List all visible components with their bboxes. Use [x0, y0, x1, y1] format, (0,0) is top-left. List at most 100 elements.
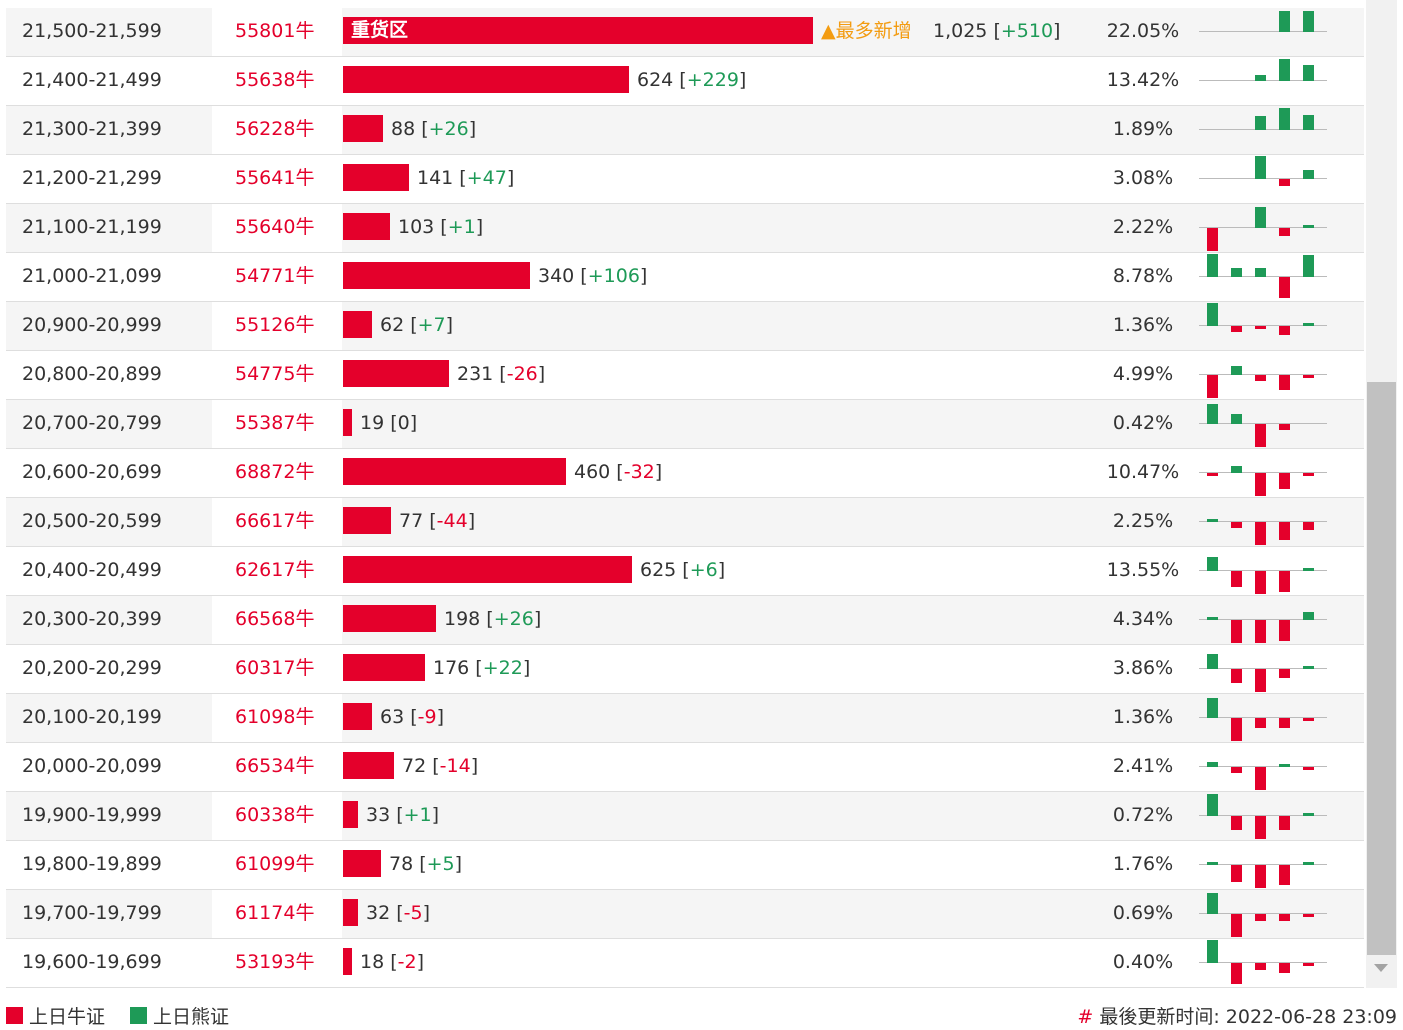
- warrant-code-link[interactable]: 61174牛: [212, 890, 342, 938]
- quantity-change: +1: [447, 216, 476, 238]
- sparkline-bar: [1279, 59, 1290, 81]
- warrant-code-link[interactable]: 60317牛: [235, 657, 315, 679]
- quantity-count: 18: [360, 951, 385, 973]
- sparkline-bar: [1207, 762, 1218, 767]
- sparkline-bar: [1207, 254, 1218, 277]
- sparkline-bar: [1231, 366, 1242, 375]
- quantity-bar: [343, 850, 381, 877]
- warrant-code-link[interactable]: 55638牛: [235, 69, 315, 91]
- sparkline-bar: [1207, 557, 1218, 571]
- quantity-bar: [343, 458, 566, 485]
- warrant-code-link[interactable]: 53193牛: [235, 951, 315, 973]
- percentage: 3.08%: [1112, 167, 1174, 189]
- quantity-bar: [343, 262, 530, 289]
- sparkline-bar: [1231, 414, 1242, 424]
- quantity-bar: [343, 703, 372, 730]
- quantity-bar: [343, 948, 352, 975]
- sparkline-bar: [1279, 914, 1290, 921]
- vertical-scrollbar[interactable]: [1366, 0, 1397, 988]
- quantity-count: 72: [402, 755, 427, 777]
- sparkline-bar: [1255, 669, 1266, 692]
- warrant-code-link[interactable]: 66534牛: [235, 755, 315, 777]
- most-added-badge: ▲最多新增: [821, 20, 912, 42]
- sparkline-bar: [1279, 473, 1290, 489]
- legend-bull: 上日牛证: [6, 1002, 105, 1029]
- sparkline-bar: [1231, 669, 1242, 683]
- sparkline-bar: [1255, 963, 1266, 970]
- percentage: 0.42%: [1112, 412, 1174, 434]
- scrollbar-thumb[interactable]: [1367, 382, 1396, 955]
- sparkline-bar: [1279, 108, 1290, 130]
- sparkline-bar: [1279, 816, 1290, 830]
- sparkline-bar: [1255, 914, 1266, 921]
- sparkline-bar: [1255, 718, 1266, 728]
- warrant-code-link[interactable]: 56228牛: [212, 106, 342, 154]
- strike-range: 21,000-21,099: [22, 265, 162, 287]
- percentage: 2.25%: [1112, 510, 1174, 532]
- sparkline-bar: [1231, 963, 1242, 984]
- warrant-code-link[interactable]: 54771牛: [235, 265, 315, 287]
- warrant-code-link[interactable]: 54775牛: [235, 363, 315, 385]
- sparkline-bar: [1255, 116, 1266, 130]
- sparkline-bar: [1279, 424, 1290, 430]
- scroll-down-arrow-icon[interactable]: [1374, 964, 1388, 972]
- warrant-code-link[interactable]: 61098牛: [212, 694, 342, 742]
- five-day-sparkline: [1199, 57, 1327, 104]
- warrant-distribution-table: 21,500-21,599 55801牛 重货区 ▲最多新增 1,025 [+510] 2…: [6, 8, 1364, 988]
- sparkline-baseline: [1199, 766, 1327, 767]
- quantity-bar: [343, 409, 352, 436]
- sparkline-baseline: [1199, 962, 1327, 963]
- sparkline-baseline: [1199, 864, 1327, 865]
- five-day-sparkline: [1199, 449, 1327, 496]
- percentage: 1.36%: [1112, 706, 1174, 728]
- sparkline-baseline: [1199, 374, 1327, 375]
- quantity-count: 231: [457, 363, 494, 385]
- percentage: 0.69%: [1112, 902, 1174, 924]
- table-row: 21,200-21,299 55641牛 141 [+47] 3.08%: [6, 155, 1364, 204]
- sparkline-bar: [1279, 620, 1290, 641]
- warrant-code-link[interactable]: 68872牛: [235, 461, 315, 483]
- quantity-value: 72 [-14]: [402, 755, 479, 777]
- sparkline-bar: [1255, 424, 1266, 447]
- hash-icon: #: [1077, 1006, 1094, 1028]
- percentage: 2.22%: [1112, 216, 1174, 238]
- strike-range: 20,600-20,699: [22, 461, 162, 483]
- quantity-value: 624 [+229]: [637, 69, 747, 91]
- warrant-code-link[interactable]: 61099牛: [235, 853, 315, 875]
- strike-range: 20,900-20,999: [22, 314, 162, 336]
- quantity-bar: [343, 752, 394, 779]
- sparkline-bar: [1231, 522, 1242, 528]
- strike-range: 20,100-20,199: [22, 706, 162, 728]
- quantity-change: +106: [587, 265, 640, 287]
- percentage: 4.99%: [1112, 363, 1174, 385]
- warrant-code-link[interactable]: 66568牛: [212, 596, 342, 644]
- sparkline-bar: [1255, 473, 1266, 496]
- heavy-zone-label: 重货区: [351, 19, 409, 41]
- table-row: 20,600-20,699 68872牛 460 [-32] 10.47%: [6, 449, 1364, 498]
- warrant-code-link[interactable]: 60338牛: [212, 792, 342, 840]
- percentage: 1.89%: [1112, 118, 1174, 140]
- quantity-change: +5: [426, 853, 455, 875]
- sparkline-bar: [1303, 375, 1314, 378]
- sparkline-baseline: [1199, 913, 1327, 914]
- warrant-code-link[interactable]: 55641牛: [235, 167, 315, 189]
- sparkline-bar: [1303, 170, 1314, 179]
- warrant-code-link[interactable]: 55640牛: [212, 204, 342, 252]
- warrant-code-link[interactable]: 55387牛: [212, 400, 342, 448]
- table-row: 21,000-21,099 54771牛 340 [+106] 8.78%: [6, 253, 1364, 302]
- strike-range: 19,900-19,999: [22, 804, 162, 826]
- last-updated-time: 2022-06-28 23:09: [1225, 1006, 1397, 1028]
- warrant-code-link[interactable]: 55801牛: [212, 8, 342, 56]
- strike-range: 19,600-19,699: [22, 951, 162, 973]
- warrant-code-link[interactable]: 55126牛: [212, 302, 342, 350]
- percentage: 13.55%: [1106, 559, 1180, 581]
- sparkline-bar: [1279, 764, 1290, 767]
- quantity-bar: [343, 605, 436, 632]
- quantity-change: -14: [439, 755, 471, 777]
- quantity-change: -32: [623, 461, 655, 483]
- warrant-code-link[interactable]: 62617牛: [235, 559, 315, 581]
- sparkline-bar: [1207, 303, 1218, 326]
- warrant-code-link[interactable]: 66617牛: [212, 498, 342, 546]
- sparkline-bar: [1255, 375, 1266, 381]
- legend-bear: 上日熊证: [130, 1002, 229, 1029]
